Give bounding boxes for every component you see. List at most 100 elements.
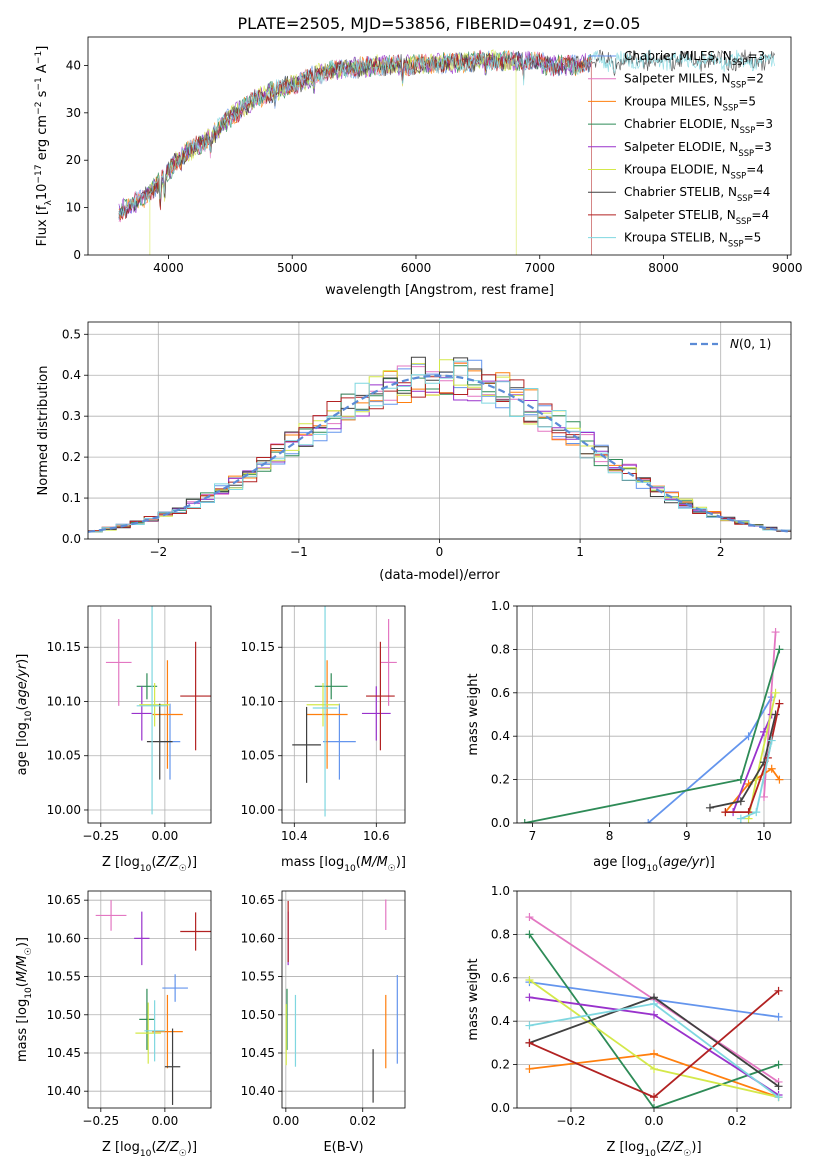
axes-frame xyxy=(281,890,406,1109)
x-axis-label: age [log10(age/yr)] xyxy=(593,855,715,874)
data-point xyxy=(144,1000,165,1062)
x-tick-label: 4000 xyxy=(153,261,184,275)
data-point xyxy=(152,660,183,769)
plus-marker xyxy=(525,1064,534,1073)
y-tick-label: 1.0 xyxy=(491,599,510,613)
plot-area xyxy=(105,606,211,815)
data-point xyxy=(306,660,348,769)
x-axis-label: (data-model)/error xyxy=(379,568,500,583)
plus-marker xyxy=(771,688,780,697)
plus-marker xyxy=(771,628,780,637)
plus-marker xyxy=(650,1093,658,1102)
data-point xyxy=(292,706,321,783)
x-tick-label: 0 xyxy=(436,545,444,559)
series-line xyxy=(118,49,775,217)
x-tick-label: −2 xyxy=(149,545,167,559)
y-tick-label: 10.05 xyxy=(241,749,275,763)
series-line xyxy=(118,50,592,255)
y-tick-label: 10.10 xyxy=(241,694,275,708)
y-tick-label: 10.50 xyxy=(241,1008,275,1022)
data-point xyxy=(164,1028,181,1105)
x-tick-label: 0.00 xyxy=(152,1114,179,1128)
series-line xyxy=(118,50,592,220)
data-point xyxy=(180,912,211,951)
x-tick-label: −1 xyxy=(290,545,308,559)
series-line xyxy=(149,48,517,255)
y-tick-label: 10.55 xyxy=(241,970,275,984)
plus-marker xyxy=(759,792,768,801)
legend-entry: Kroupa MILES, NSSP=5 xyxy=(624,94,756,112)
axes-frame xyxy=(87,890,212,1109)
plus-marker xyxy=(525,975,534,984)
y-tick-label: 10.00 xyxy=(47,803,81,817)
plus-marker xyxy=(736,775,745,784)
y-tick-label: 10.45 xyxy=(241,1046,275,1060)
chart-residuals: −2 −1 0 1 2 0.0 0.1 0.2 0.3 0.4 0.5 (data-model)/er… xyxy=(36,321,792,583)
y-axis-label: mass weight xyxy=(466,958,481,1040)
y-tick-label: 10 xyxy=(66,201,81,215)
series-line xyxy=(118,51,592,219)
y-tick-label: 10.40 xyxy=(241,1084,275,1098)
y-tick-label: 10.60 xyxy=(47,931,81,945)
plot-area xyxy=(525,913,783,1108)
x-tick-label: 0.00 xyxy=(152,829,179,843)
series-line xyxy=(118,50,592,215)
series-line xyxy=(118,49,592,219)
plus-marker xyxy=(650,1064,658,1073)
data-point xyxy=(306,683,340,727)
plus-marker xyxy=(721,808,730,817)
plot-area xyxy=(520,628,784,823)
chart-mass_vs_EBV: 0.00 0.02 10.40 10.45 10.50 10.55 10.60 10.65 E(… xyxy=(241,890,406,1155)
x-tick-label: 9000 xyxy=(772,261,803,275)
plus-marker xyxy=(775,775,784,784)
plus-marker xyxy=(650,1104,658,1108)
legend-entry: Chabrier ELODIE, NSSP=3 xyxy=(624,117,773,135)
plot-area xyxy=(118,48,775,255)
y-tick-label: 0.0 xyxy=(62,532,81,546)
y-tick-label: 0.8 xyxy=(491,927,510,941)
legend-entry: Kroupa ELODIE, NSSP=4 xyxy=(624,163,764,181)
plus-marker xyxy=(525,1038,534,1047)
legend-entry: Kroupa STELIB, NSSP=5 xyxy=(624,231,761,249)
y-tick-label: 10.15 xyxy=(47,640,81,654)
y-tick-label: 0.5 xyxy=(62,327,81,341)
plus-marker xyxy=(525,993,534,1002)
legend-entry: Salpeter STELIB, NSSP=4 xyxy=(624,208,769,226)
y-tick-label: 0 xyxy=(73,248,81,262)
plus-marker xyxy=(744,732,753,741)
plus-marker xyxy=(736,797,745,806)
series-line xyxy=(709,714,777,809)
y-tick-label: 0.2 xyxy=(491,773,510,787)
data-point xyxy=(366,641,395,751)
plus-marker xyxy=(767,736,776,745)
x-tick-label: 5000 xyxy=(277,261,308,275)
x-axis-label: Z [log10(Z/Z☉)] xyxy=(102,855,197,874)
x-axis-label: wavelength [Angstrom, rest frame] xyxy=(325,283,554,298)
data-point xyxy=(134,911,150,966)
series-line xyxy=(725,703,781,813)
x-tick-label: 7 xyxy=(529,829,537,843)
data-point xyxy=(146,703,173,780)
legend: Chabrier MILES, NSSP=3 Salpeter MILES, NS… xyxy=(588,49,773,249)
y-tick-label: 10.10 xyxy=(47,694,81,708)
axes-frame xyxy=(281,605,406,824)
series-line xyxy=(528,933,779,1108)
x-axis-label: E(B-V) xyxy=(323,1140,363,1155)
plus-marker xyxy=(775,645,784,654)
chart-weight_vs_age: 7 8 9 10 0.0 0.2 0.4 0.6 0.8 1.0 age [log10(age/yr… xyxy=(466,599,792,874)
y-tick-label: 0.4 xyxy=(491,1014,510,1028)
y-tick-label: 0.4 xyxy=(491,729,510,743)
chart-age_vs_Z: −0.25 0.00 10.00 10.05 10.10 10.15 Z [log10(Z/… xyxy=(15,605,212,874)
plus-marker xyxy=(650,999,658,1008)
y-tick-label: 10.00 xyxy=(241,803,275,817)
y-tick-label: 0.3 xyxy=(62,409,81,423)
x-tick-label: 0.2 xyxy=(727,1114,746,1128)
plus-marker xyxy=(705,803,714,812)
data-point xyxy=(152,994,183,1069)
axes-frame xyxy=(87,36,792,256)
y-axis-label: age [log10(age/yr)] xyxy=(15,654,34,776)
y-tick-label: 1.0 xyxy=(491,884,510,898)
plus-marker xyxy=(774,1060,783,1069)
plus-marker xyxy=(525,1021,534,1030)
data-point xyxy=(95,900,127,931)
